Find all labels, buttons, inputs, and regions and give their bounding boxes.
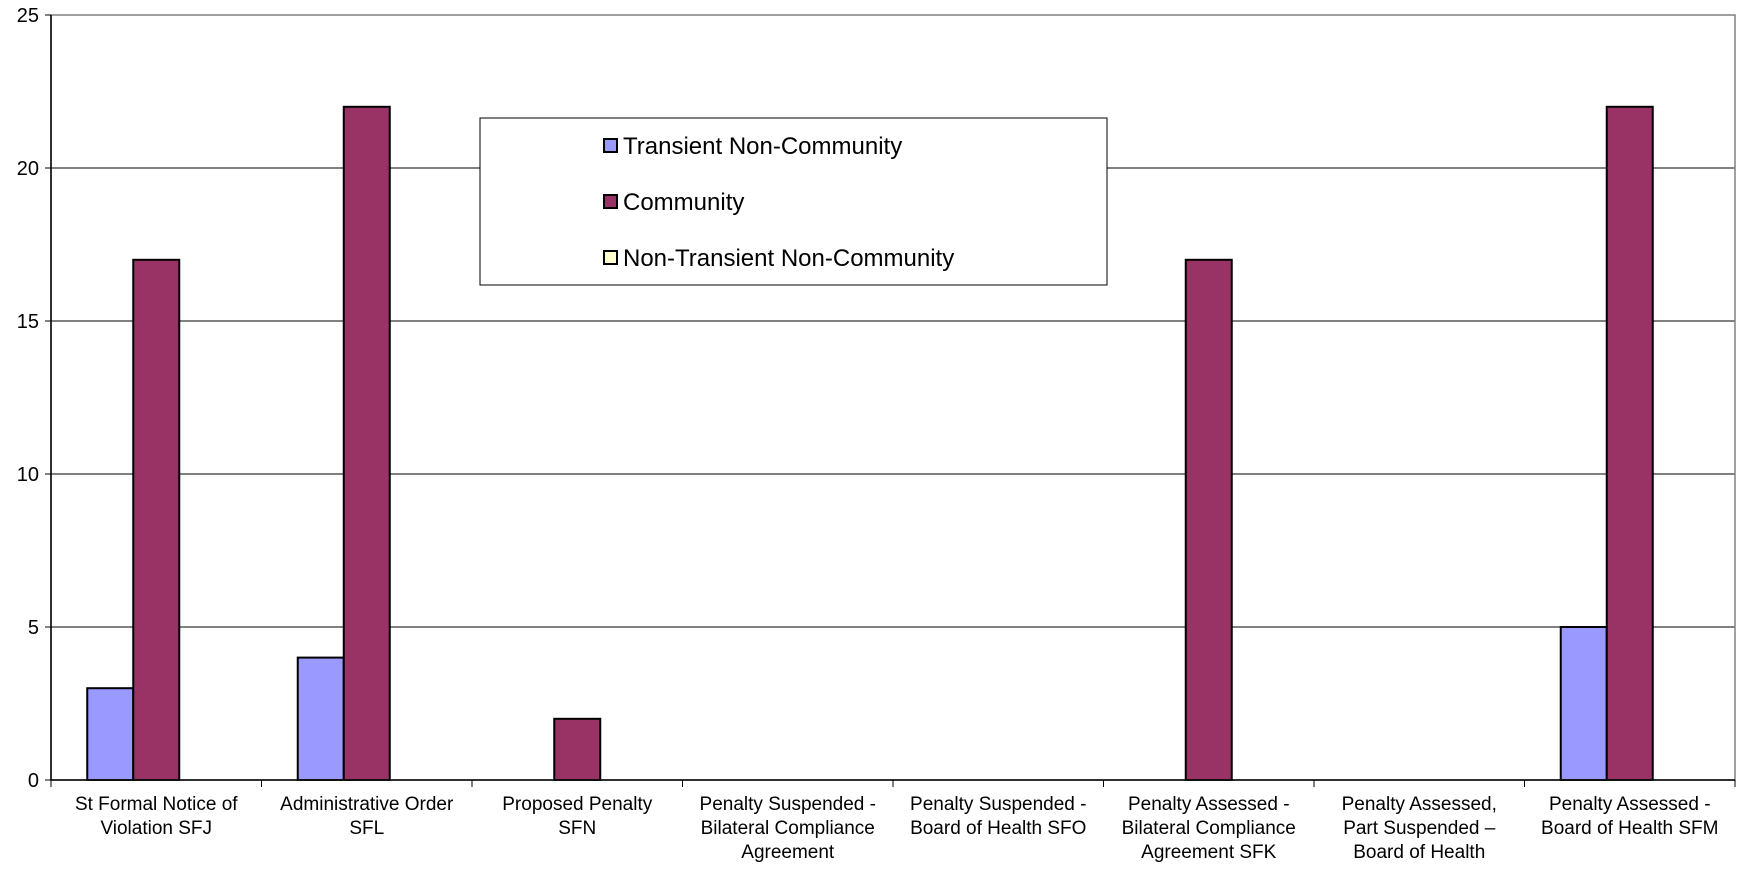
x-tick-label-line: Penalty Assessed - (1549, 794, 1711, 815)
x-tick-label-line: Agreement SFK (1141, 842, 1276, 863)
x-tick-label-line: Penalty Suspended - (910, 794, 1086, 815)
x-tick-label-line: Board of Health SFO (910, 818, 1086, 839)
axes (45, 14, 1736, 787)
x-tick-label-line: Violation SFJ (100, 818, 212, 839)
bar (342, 105, 391, 782)
x-tick-label-line: Bilateral Compliance (1122, 818, 1296, 839)
y-tick-label: 15 (17, 311, 39, 333)
x-tick-label-line: Agreement (741, 842, 835, 863)
x-tick-label-line: Penalty Assessed - (1128, 794, 1290, 815)
bar (296, 656, 345, 781)
x-tick-label-line: Part Suspended – (1343, 818, 1496, 839)
x-tick-label: Penalty Assessed - Bilateral Compliance Ag… (1122, 794, 1296, 863)
y-tick-label: 20 (17, 158, 39, 180)
legend-swatch (603, 138, 618, 153)
legend-label: Transient Non-Community (623, 133, 902, 160)
bar (132, 258, 181, 781)
legend: Transient Non-Community Community Non-Tran… (479, 117, 1108, 286)
x-tick-label: Penalty Suspended - Bilateral Compliance A… (700, 794, 876, 863)
x-tick-label: Penalty Assessed - Board of Health SFM (1541, 794, 1718, 839)
x-tick-label: St Formal Notice of Violation SFJ (75, 794, 238, 839)
y-tick-label: 10 (17, 464, 39, 486)
y-tick-label: 5 (28, 617, 39, 639)
x-tick-label-line: Administrative Order (280, 794, 454, 815)
x-tick-label-line: Penalty Suspended - (700, 794, 876, 815)
x-tick-label-line: Bilateral Compliance (701, 818, 875, 839)
legend-label: Community (623, 189, 744, 216)
x-tick-label-line: Proposed Penalty (502, 794, 652, 815)
legend-box (479, 117, 1108, 286)
x-tick-label: Penalty Suspended - Board of Health SFO (910, 794, 1086, 839)
tick-labels: 0 5 10 15 20 25 St Formal Notice of Violation S… (17, 5, 1719, 863)
x-tick-label: Administrative Order SFL (280, 794, 454, 839)
x-tick-label-line: St Formal Notice of (75, 794, 238, 815)
x-tick-label-line: SFL (349, 818, 384, 839)
x-tick-label-line: Board of Health (1353, 842, 1485, 863)
x-tick-label: Penalty Assessed, Part Suspended – Board o… (1342, 794, 1497, 863)
x-tick-label-line: SFN (558, 818, 596, 839)
y-tick-label: 0 (28, 770, 39, 792)
bar (86, 687, 135, 782)
x-tick-label-line: Penalty Assessed, (1342, 794, 1497, 815)
bar (553, 717, 602, 781)
bar (1559, 626, 1608, 781)
legend-label: Non-Transient Non-Community (623, 245, 954, 272)
y-tick-label: 25 (17, 5, 39, 27)
legend-swatch (603, 194, 618, 209)
x-tick-label-line: Board of Health SFM (1541, 818, 1718, 839)
x-tick-label: Proposed Penalty SFN (502, 794, 652, 839)
legend-swatch (603, 250, 618, 265)
bar (1605, 105, 1654, 782)
bar (1184, 258, 1233, 781)
